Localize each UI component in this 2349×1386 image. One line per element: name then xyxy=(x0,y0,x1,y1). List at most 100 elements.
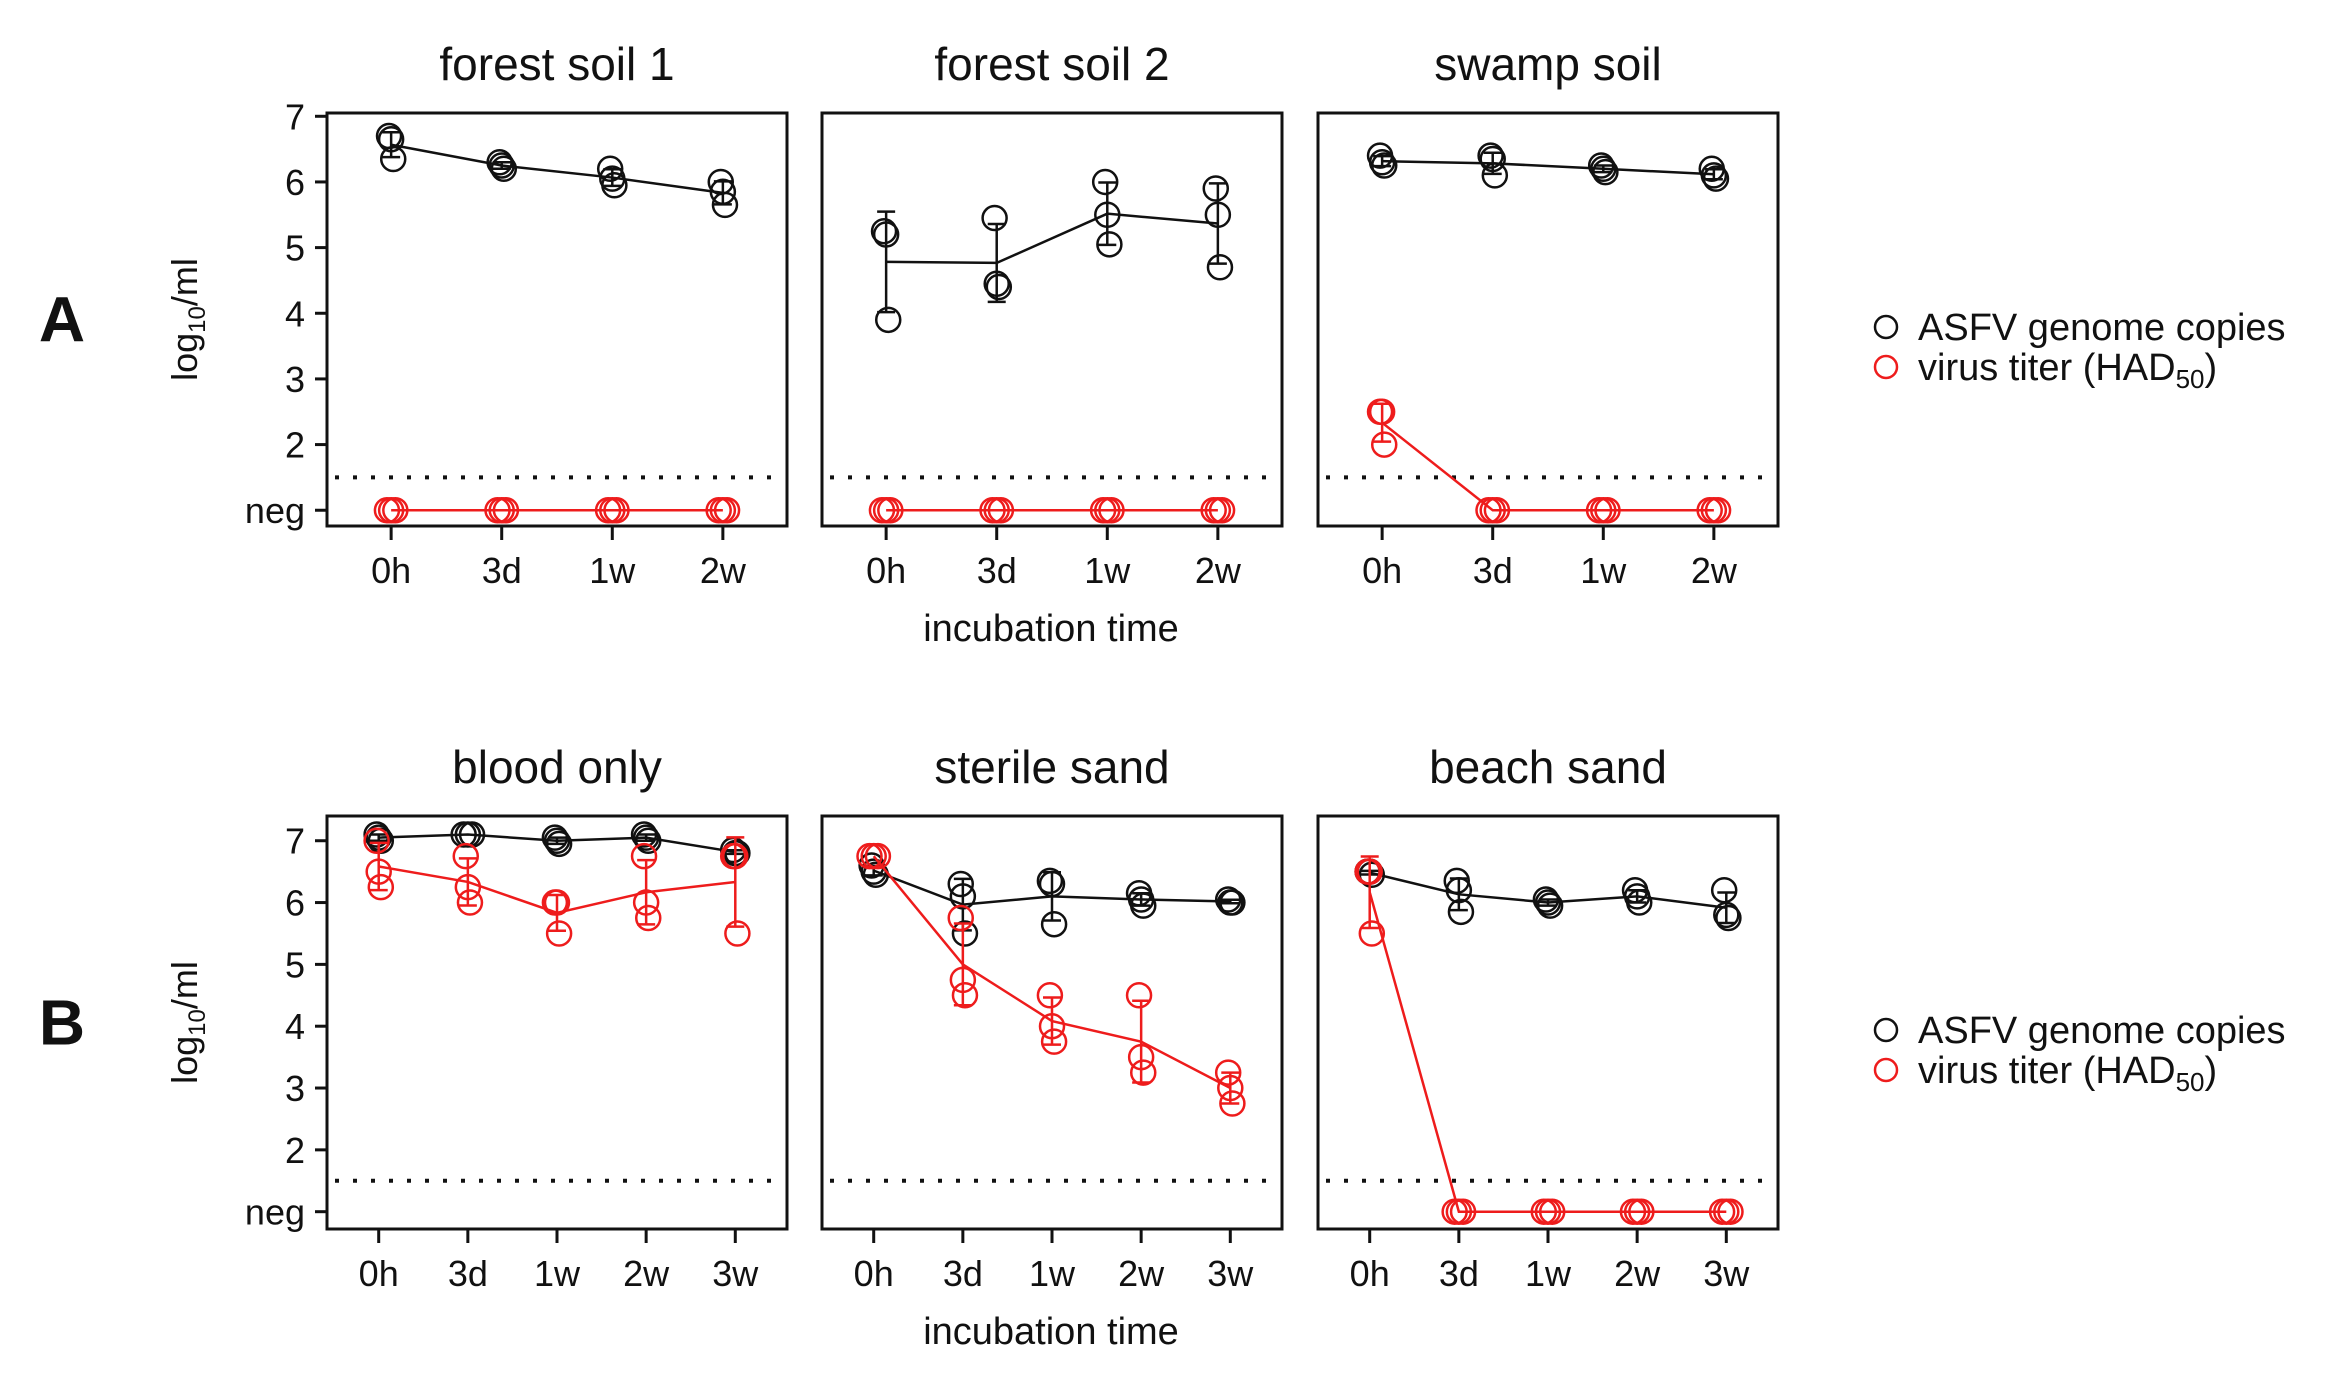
data-point xyxy=(630,821,658,848)
x-tick-label: 1w xyxy=(1580,550,1627,591)
data-point xyxy=(1710,876,1738,904)
y-tick-label: 2 xyxy=(285,1130,305,1171)
series-genome-copies xyxy=(1366,142,1730,192)
data-point xyxy=(1038,1012,1066,1040)
x-tick-label: 1w xyxy=(1084,550,1131,591)
data-point xyxy=(632,889,660,916)
data-point xyxy=(601,171,628,199)
legend-marker-genome xyxy=(1873,314,1899,340)
data-point xyxy=(724,839,751,867)
legend-label-genome: ASFV genome copies xyxy=(1918,1010,2286,1052)
y-axis-label: log10/ml xyxy=(164,258,211,381)
data-point xyxy=(1536,892,1564,919)
mean-line xyxy=(886,212,1218,265)
panel-title: forest soil 2 xyxy=(934,38,1169,90)
data-point xyxy=(1449,1198,1477,1225)
x-tick-label: 1w xyxy=(534,1253,581,1294)
series-virus-titer xyxy=(1354,855,1744,1225)
data-point xyxy=(870,217,898,245)
data-point xyxy=(983,270,1010,297)
data-point xyxy=(1206,254,1234,281)
legend-titer-sub: 50 xyxy=(2176,364,2205,394)
panel-swamp-soil: swamp soil 0h 3d 1w 2w xyxy=(1316,38,1780,591)
data-point xyxy=(981,204,1008,232)
x-axis-label: incubation time xyxy=(923,608,1179,650)
panel-title: blood only xyxy=(452,741,662,793)
data-point xyxy=(543,889,571,916)
x-tick-label: 1w xyxy=(1525,1253,1572,1294)
data-point xyxy=(951,982,979,1009)
series-virus-titer xyxy=(373,496,741,524)
data-point xyxy=(1370,431,1398,458)
data-point xyxy=(1481,162,1509,189)
data-point xyxy=(1098,496,1125,524)
panel-title: beach sand xyxy=(1429,741,1667,793)
x-tick-label: 0h xyxy=(866,550,906,591)
data-point xyxy=(1219,1090,1246,1117)
data-point xyxy=(1704,496,1732,524)
panel-frame xyxy=(820,111,1284,528)
x-tick-label: 0h xyxy=(371,550,411,591)
y-tick-label: 5 xyxy=(285,944,305,985)
data-point xyxy=(543,827,571,854)
data-point xyxy=(634,904,662,932)
data-point xyxy=(1443,867,1471,895)
data-point xyxy=(603,496,630,524)
data-point xyxy=(709,178,737,206)
data-point xyxy=(947,870,975,898)
y-tick-label: neg xyxy=(245,1192,305,1233)
legend-titer-close: ) xyxy=(2205,1050,2218,1092)
data-point xyxy=(630,842,658,870)
legend-label-titer: virus titer (HAD50) xyxy=(1918,1050,2217,1097)
series-genome-copies xyxy=(858,852,1246,947)
data-point xyxy=(1127,1043,1155,1071)
data-point xyxy=(724,920,751,947)
data-point xyxy=(1713,901,1740,929)
data-point xyxy=(545,830,573,858)
panel-blood-only: blood only 0h 3d 1w 2w 3w neg 2 3 4 5 6 7 xyxy=(245,741,789,1294)
series-genome-copies xyxy=(870,168,1234,334)
y-tick-label: 5 xyxy=(285,228,305,269)
data-point xyxy=(1356,858,1383,885)
data-point xyxy=(1040,910,1068,938)
y-tick-label: 2 xyxy=(285,425,305,466)
mean-line xyxy=(390,143,724,195)
y-tick-label: 6 xyxy=(285,162,305,203)
panel-frame xyxy=(1316,111,1780,528)
data-point xyxy=(713,496,741,524)
data-point xyxy=(987,496,1015,524)
y-label-sub: 10 xyxy=(184,306,211,333)
data-point xyxy=(541,824,569,851)
x-tick-label: 3d xyxy=(1473,550,1513,591)
data-point xyxy=(1129,892,1157,919)
legend-label-titer: virus titer (HAD50) xyxy=(1918,347,2217,394)
data-point xyxy=(377,126,405,153)
data-point xyxy=(722,842,749,870)
legend-marker-genome xyxy=(1873,1017,1899,1043)
y-tick-label: 4 xyxy=(285,293,305,334)
panel-title: forest soil 1 xyxy=(439,38,674,90)
data-point xyxy=(1358,920,1386,947)
data-point xyxy=(545,920,573,947)
x-tick-label: 2w xyxy=(700,550,747,591)
series-virus-titer xyxy=(1366,398,1732,524)
data-point xyxy=(1358,861,1386,888)
y-label-base: log xyxy=(164,333,205,381)
data-point xyxy=(1700,162,1728,189)
data-point xyxy=(367,873,395,901)
data-point xyxy=(363,827,390,854)
data-point xyxy=(949,966,977,994)
x-tick-label: 3d xyxy=(448,1253,488,1294)
data-point xyxy=(1217,1074,1244,1102)
x-axis-label: incubation time xyxy=(923,1311,1179,1353)
data-point xyxy=(864,842,892,870)
y-label-rest: /ml xyxy=(164,961,205,1009)
y-tick-label: 4 xyxy=(285,1006,305,1047)
x-tick-label: 2w xyxy=(1614,1253,1661,1294)
series-genome-copies xyxy=(1354,858,1742,932)
panel-sterile-sand: sterile sand 0h 3d 1w 2w 3w xyxy=(820,741,1284,1294)
data-point xyxy=(379,145,407,173)
